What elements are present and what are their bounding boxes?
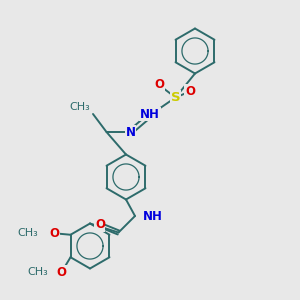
Text: CH₃: CH₃ — [18, 228, 38, 238]
Text: O: O — [49, 227, 59, 240]
Text: O: O — [95, 218, 105, 232]
Text: N: N — [125, 125, 136, 139]
Text: CH₃: CH₃ — [69, 103, 90, 112]
Text: S: S — [171, 91, 180, 104]
Text: CH₃: CH₃ — [27, 267, 48, 277]
Text: NH: NH — [140, 107, 160, 121]
Text: O: O — [185, 85, 195, 98]
Text: O: O — [154, 78, 164, 92]
Text: NH: NH — [142, 209, 162, 223]
Text: O: O — [56, 266, 67, 279]
